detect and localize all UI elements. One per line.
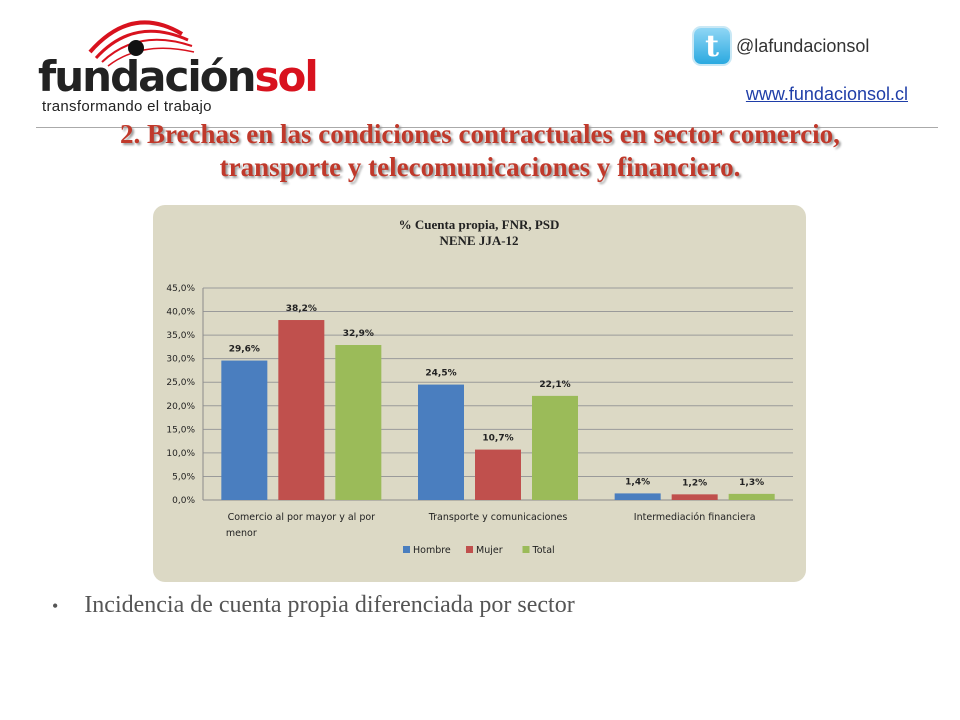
data-label: 22,1%: [539, 380, 570, 390]
bar-hombre: [418, 384, 464, 500]
data-label: 1,3%: [739, 478, 764, 488]
data-label: 38,2%: [286, 304, 317, 314]
y-tick-label: 5,0%: [172, 472, 195, 482]
bar-mujer: [475, 449, 521, 500]
bar-chart: % Cuenta propia, FNR, PSD NENE JJA-12 0,…: [166, 217, 793, 556]
chart-subtitle: NENE JJA-12: [439, 233, 518, 248]
bar-hombre: [614, 493, 661, 500]
twitter-handle[interactable]: @lafundacionsol: [736, 35, 870, 56]
fundacion-sol-logo: [36, 18, 276, 118]
y-tick-label: 20,0%: [166, 402, 195, 412]
y-tick-label: 15,0%: [166, 425, 195, 435]
data-label: 29,6%: [229, 345, 260, 355]
logo-wordmark: fundaciónsol: [38, 56, 319, 98]
y-tick-label: 25,0%: [166, 378, 195, 388]
bullet-text: Incidencia de cuenta propia diferenciada…: [84, 592, 575, 618]
logo-main-text: fundación: [38, 52, 257, 101]
legend-swatch-total: [522, 546, 530, 553]
x-tick-label: Transporte y comunicaciones: [428, 512, 568, 523]
data-label: 1,4%: [625, 477, 650, 487]
data-label: 24,5%: [425, 369, 456, 379]
y-tick-label: 45,0%: [166, 284, 195, 294]
header-divider: [36, 127, 938, 128]
x-tick-label: Intermediación financiera: [634, 512, 756, 523]
bullet-point: • Incidencia de cuenta propia diferencia…: [52, 592, 575, 619]
eye-logo-icon: [88, 20, 195, 67]
x-tick-label: Comercio al por mayor y al por: [228, 512, 376, 523]
slide-title: 2. Brechas en las condiciones contractua…: [40, 118, 920, 184]
x-tick-label: menor: [226, 528, 257, 539]
legend-label: Total: [532, 545, 555, 556]
logo-accent-text: sol: [254, 52, 319, 101]
bar-total: [335, 345, 382, 500]
y-tick-label: 0,0%: [172, 496, 195, 506]
y-tick-label: 40,0%: [166, 308, 195, 318]
website-link[interactable]: www.fundacionsol.cl: [745, 84, 908, 104]
slide-title-line-2: transporte y telecomunicaciones y financ…: [219, 152, 741, 182]
logo-tagline: transformando el trabajo: [42, 98, 212, 115]
legend-swatch-hombre: [403, 546, 410, 553]
data-label: 32,9%: [343, 329, 374, 339]
legend-label: Hombre: [413, 545, 451, 556]
data-label: 1,2%: [682, 478, 707, 488]
bar-hombre: [221, 360, 268, 500]
bar-total: [728, 493, 775, 500]
bar-mujer: [278, 320, 325, 500]
twitter-icon[interactable]: t: [694, 28, 730, 64]
legend-label: Mujer: [476, 545, 503, 556]
chart-panel: % Cuenta propia, FNR, PSD NENE JJA-12 0,…: [153, 205, 806, 582]
bar-total: [532, 395, 578, 500]
slide-title-line-1: 2. Brechas en las condiciones contractua…: [120, 119, 840, 149]
bullet-marker: •: [52, 596, 59, 616]
y-tick-label: 35,0%: [166, 331, 195, 341]
data-label: 10,7%: [482, 434, 513, 444]
chart-title: % Cuenta propia, FNR, PSD: [399, 217, 560, 232]
bar-mujer: [671, 494, 718, 500]
legend-swatch-mujer: [466, 546, 473, 553]
twitter-block[interactable]: t @lafundacionsol: [694, 28, 869, 64]
y-tick-label: 30,0%: [166, 355, 195, 365]
y-tick-label: 10,0%: [166, 449, 195, 459]
